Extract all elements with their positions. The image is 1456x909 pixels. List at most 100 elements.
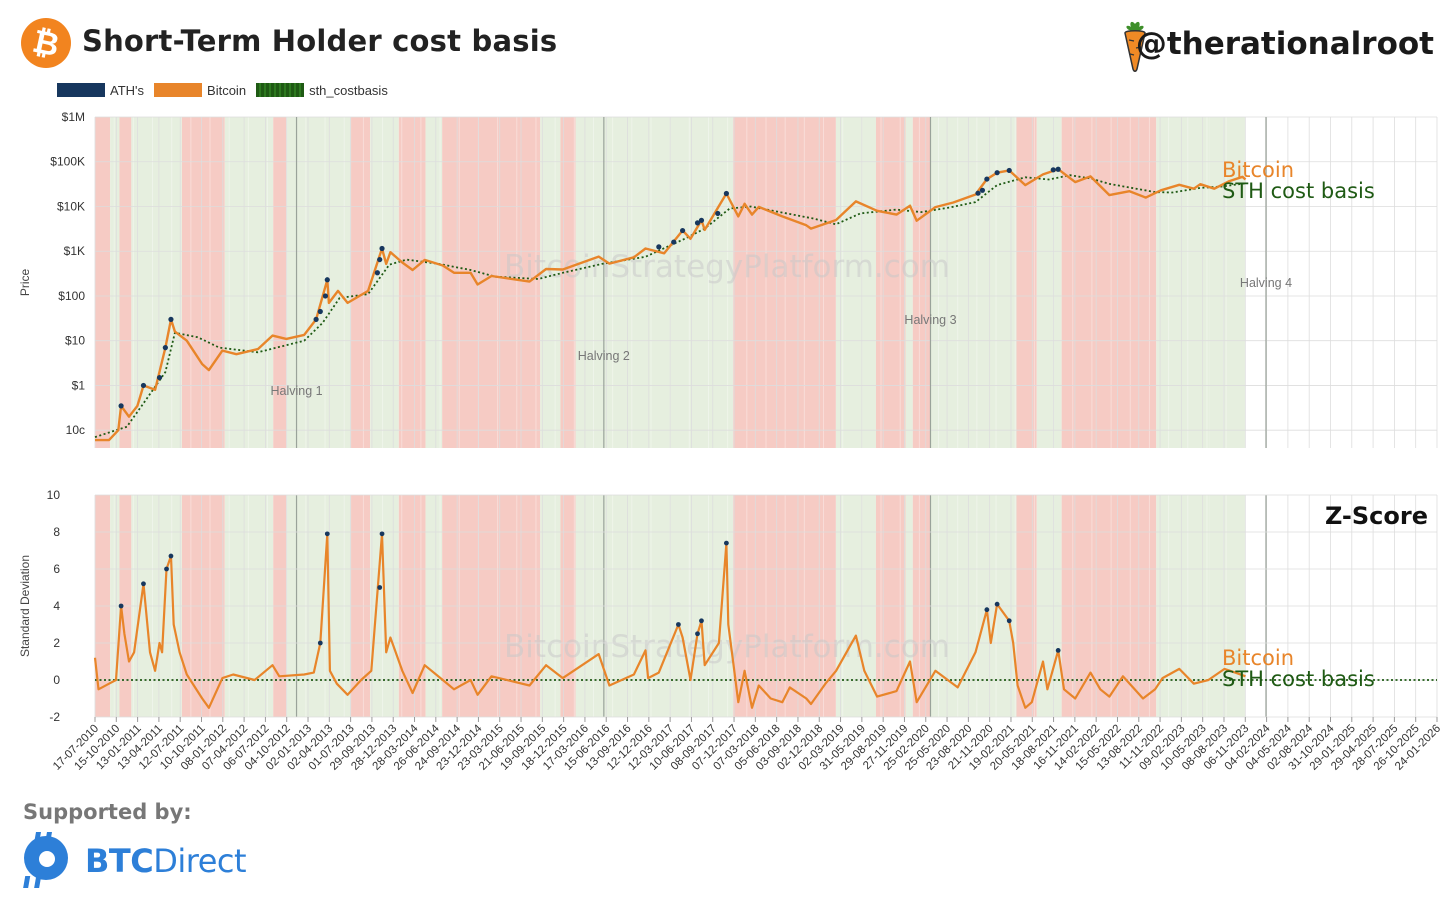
ath-point (723, 540, 729, 546)
end-label-bitcoin: Bitcoin (1222, 646, 1294, 670)
legend-swatch-bitcoin (154, 83, 203, 97)
legend-item-ath[interactable]: ATH's (57, 83, 144, 98)
y-tick-label: 2 (53, 636, 60, 650)
ath-point (994, 170, 1000, 176)
watermark: BitcoinStrategyPlatform.com (504, 249, 950, 285)
series-line-bitcoin (93, 532, 1246, 709)
ath-point (324, 531, 330, 537)
ath-point (168, 553, 174, 559)
ath-point (379, 245, 385, 252)
ath-point (1050, 167, 1056, 173)
y-tick-label: -2 (49, 710, 60, 724)
y-tick-label: 6 (53, 562, 60, 576)
legend-swatch-sth (256, 83, 305, 97)
legend-swatch-ath (57, 83, 105, 97)
legend-label-ath: ATH's (110, 82, 145, 98)
ath-point (118, 403, 124, 409)
end-label-sth: STH cost basis (1222, 667, 1375, 691)
legend-item-sth[interactable]: sth_costbasis (256, 83, 388, 98)
ath-point (313, 316, 319, 322)
y-tick-label: $1 (72, 378, 86, 392)
watermark: BitcoinStrategyPlatform.com (504, 629, 950, 665)
ath-point (162, 345, 168, 351)
y-tick-label: $1K (64, 244, 85, 258)
legend-label-sth: sth_costbasis (309, 82, 388, 98)
ath-point (322, 293, 329, 299)
legend-label-bitcoin: Bitcoin (207, 82, 247, 98)
ath-point (141, 581, 146, 587)
ath-point (675, 622, 681, 627)
zone-band (1209, 117, 1224, 448)
ath-point (317, 640, 323, 646)
panel-title: Z-Score (1325, 502, 1428, 530)
y-tick-label: 8 (53, 525, 60, 539)
ath-point (168, 316, 174, 322)
ath-point (374, 270, 380, 276)
zone-band (442, 117, 541, 448)
ath-point (140, 382, 147, 389)
ath-point (694, 220, 701, 226)
zone-band (95, 117, 111, 448)
halving-label: Halving 4 (1240, 276, 1292, 290)
zone-band (181, 117, 225, 448)
zone-band (540, 117, 561, 448)
end-label-bitcoin: Bitcoin (1222, 158, 1294, 182)
ath-point (984, 607, 990, 613)
ath-point (656, 244, 662, 250)
supported-by-label: Supported by: (23, 800, 192, 824)
ath-point (324, 277, 330, 283)
halving-label: Halving 1 (270, 384, 322, 398)
ath-point (699, 618, 704, 624)
zone-band (1061, 117, 1157, 448)
ath-point (156, 374, 163, 381)
ath-point (979, 187, 986, 193)
halving-label: Halving 2 (578, 349, 630, 363)
zone-band (398, 117, 426, 448)
zone-band (575, 117, 734, 448)
zone-band (351, 117, 371, 448)
zone-band (1016, 117, 1037, 448)
author-handle: @therationalroot (1135, 26, 1434, 62)
zone-band (425, 117, 443, 448)
y-tick-label: 10 (47, 488, 61, 502)
y-tick-label: $100 (58, 289, 85, 303)
ath-point (723, 190, 729, 197)
price-panel: 10c $1 $10 $100 $1K $10K $100K $1M Price Halving … (18, 110, 1438, 448)
zone-band (131, 117, 182, 448)
y-tick-label: $10K (57, 199, 85, 213)
ath-point (994, 601, 1000, 607)
y-axis-label: Price (18, 269, 32, 297)
brand-light: Direct (153, 842, 247, 880)
ath-point (1055, 166, 1061, 172)
zone-band (119, 117, 132, 448)
y-tick-label: 0 (53, 673, 60, 687)
halving-label: Halving 3 (904, 313, 956, 327)
y-tick-label: 10c (66, 423, 85, 437)
zone-band (733, 117, 836, 448)
ath-point (698, 217, 705, 223)
page-title: Short-Term Holder cost basis (82, 24, 558, 58)
y-tick-label: $1M (62, 110, 85, 124)
ath-point (984, 176, 990, 182)
zone-band (273, 117, 287, 448)
carrot-icon (1124, 21, 1146, 72)
ath-point (1055, 648, 1061, 653)
ath-point (1006, 167, 1012, 174)
ath-point (671, 239, 677, 245)
y-tick-label: $100K (50, 155, 85, 169)
y-tick-label: 4 (53, 599, 60, 613)
ath-point (975, 190, 981, 196)
ath-point (118, 603, 124, 609)
ath-point (379, 531, 385, 537)
legend-item-bitcoin[interactable]: Bitcoin (154, 83, 246, 98)
zone-band (560, 117, 576, 448)
zone-band (224, 117, 274, 448)
ath-point (317, 308, 323, 315)
bitcoin-logo-icon: ₿ (21, 18, 71, 68)
zone-band (1223, 117, 1246, 448)
zone-band (370, 117, 399, 448)
brand-bold: BTC (85, 842, 154, 880)
series-line-bitcoin (95, 168, 1247, 442)
zone-band (875, 117, 906, 448)
